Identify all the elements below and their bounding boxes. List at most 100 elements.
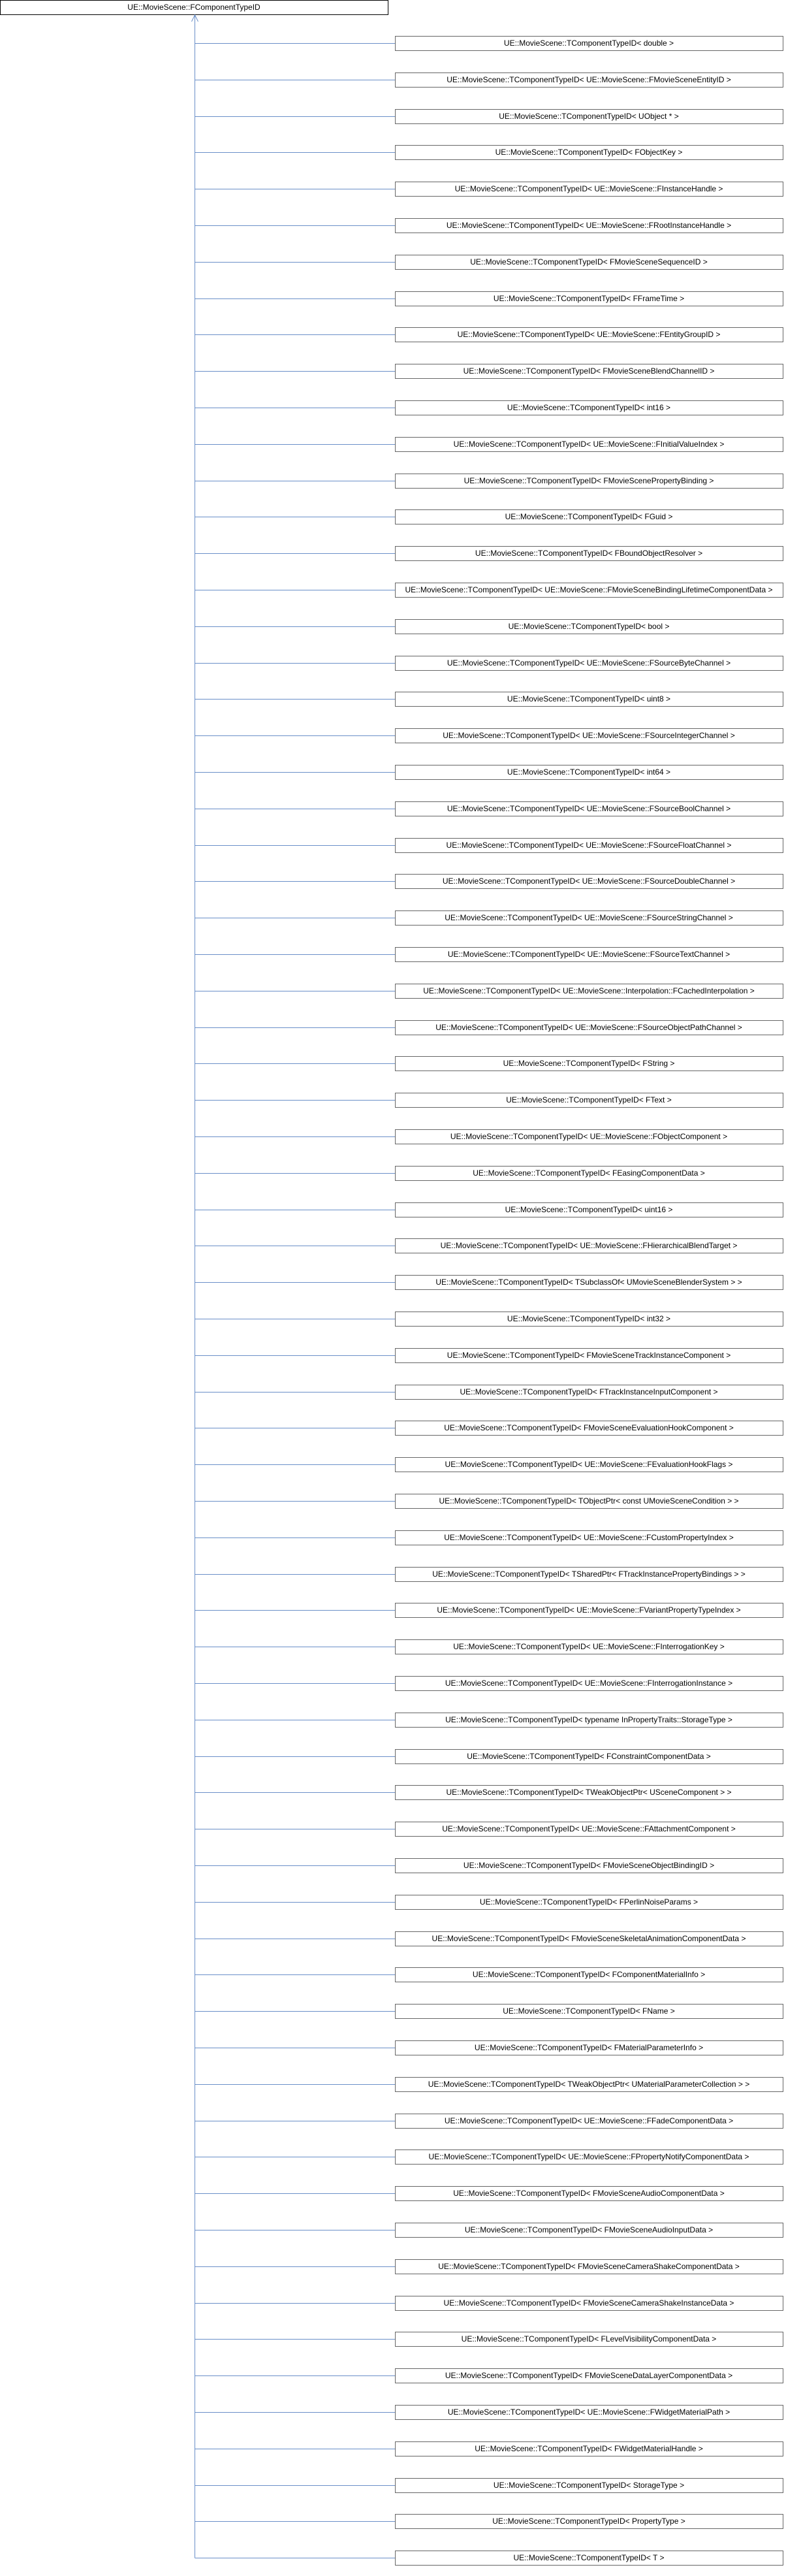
class-label[interactable]: UE::MovieScene::TComponentTypeID< UE::Mo… xyxy=(445,1460,733,1469)
class-box[interactable] xyxy=(395,327,783,342)
class-label[interactable]: UE::MovieScene::TComponentTypeID< Storag… xyxy=(494,2481,684,2490)
class-label[interactable]: UE::MovieScene::TComponentTypeID< FPerli… xyxy=(480,1897,698,1907)
class-box[interactable] xyxy=(395,728,783,743)
class-box[interactable] xyxy=(395,2368,783,2383)
class-box[interactable] xyxy=(395,1785,783,1800)
class-box[interactable] xyxy=(395,2149,783,2165)
class-label[interactable]: UE::MovieScene::TComponentTypeID< UE::Mo… xyxy=(455,184,723,193)
class-box[interactable] xyxy=(395,1385,783,1400)
class-label[interactable]: UE::MovieScene::TComponentTypeID< UE::Mo… xyxy=(443,877,735,886)
class-box[interactable] xyxy=(395,36,783,51)
class-label[interactable]: UE::MovieScene::TComponentTypeID< FTrack… xyxy=(460,1387,717,1396)
class-box[interactable] xyxy=(395,1166,783,1181)
class-label[interactable]: UE::MovieScene::TComponentTypeID< UE::Mo… xyxy=(447,75,731,84)
class-box[interactable] xyxy=(395,2040,783,2055)
class-label[interactable]: UE::MovieScene::TComponentTypeID< TWeakO… xyxy=(428,2080,749,2089)
class-label[interactable]: UE::MovieScene::TComponentTypeID< FMovie… xyxy=(447,1351,731,1360)
class-label[interactable]: UE::MovieScene::TComponentTypeID< UE::Mo… xyxy=(429,2152,749,2161)
class-label[interactable]: UE::MovieScene::TComponentTypeID< TSubcl… xyxy=(435,1278,742,1287)
class-box[interactable] xyxy=(395,437,783,452)
class-label[interactable]: UE::MovieScene::TComponentTypeID< UE::Mo… xyxy=(448,950,730,959)
class-box[interactable] xyxy=(395,1238,783,1253)
class-box[interactable] xyxy=(395,1457,783,1472)
class-box[interactable] xyxy=(395,72,783,88)
class-label[interactable]: UE::MovieScene::TComponentTypeID< FBound… xyxy=(475,549,702,558)
class-box[interactable] xyxy=(395,1639,783,1654)
class-box[interactable] xyxy=(395,109,783,124)
class-label[interactable]: UE::MovieScene::TComponentTypeID< UE::Mo… xyxy=(437,1605,740,1615)
class-box[interactable] xyxy=(395,619,783,634)
class-box[interactable] xyxy=(395,255,783,270)
class-label[interactable]: UE::MovieScene::TComponentTypeID< FMovie… xyxy=(453,2189,725,2198)
class-box[interactable] xyxy=(395,2259,783,2274)
class-box[interactable] xyxy=(395,2186,783,2201)
class-label[interactable]: UE::MovieScene::TComponentTypeID< FMovie… xyxy=(465,2225,713,2234)
class-box[interactable] xyxy=(395,1895,783,1910)
class-label[interactable]: UE::MovieScene::TComponentTypeID< FMovie… xyxy=(464,1861,714,1870)
class-label[interactable]: UE::MovieScene::TComponentTypeID< FMovie… xyxy=(444,1423,734,1432)
class-box[interactable] xyxy=(395,364,783,379)
class-box[interactable] xyxy=(395,838,783,853)
class-box[interactable] xyxy=(395,874,783,889)
class-label[interactable]: UE::MovieScene::TComponentTypeID< FGuid … xyxy=(505,512,673,521)
class-label[interactable]: UE::MovieScene::TComponentTypeID< FMater… xyxy=(475,2043,703,2052)
class-label[interactable]: UE::MovieScene::TComponentTypeID< FLevel… xyxy=(462,2334,717,2343)
class-label[interactable]: UE::MovieScene::TComponentTypeID< FMovie… xyxy=(470,257,708,266)
class-label[interactable]: UE::MovieScene::TComponentTypeID< int64 … xyxy=(507,767,670,777)
class-box[interactable] xyxy=(395,2296,783,2311)
class-label[interactable]: UE::MovieScene::TComponentTypeID< FMovie… xyxy=(432,1934,746,1943)
class-label[interactable]: UE::MovieScene::TComponentTypeID< FMovie… xyxy=(464,366,715,376)
class-box[interactable] xyxy=(395,1348,783,1363)
class-label[interactable]: UE::MovieScene::TComponentTypeID< UE::Mo… xyxy=(445,913,733,922)
class-box[interactable] xyxy=(395,1822,783,1837)
class-box[interactable] xyxy=(395,656,783,671)
class-label[interactable]: UE::MovieScene::TComponentTypeID< UE::Mo… xyxy=(405,585,773,594)
class-box[interactable] xyxy=(395,1494,783,1509)
class-box[interactable] xyxy=(395,1713,783,1728)
class-label[interactable]: UE::MovieScene::TComponentTypeID< typena… xyxy=(445,1715,732,1724)
class-label[interactable]: UE::MovieScene::TComponentTypeID< FText … xyxy=(506,1095,671,1104)
class-label[interactable]: UE::MovieScene::TComponentTypeID< TObjec… xyxy=(439,1496,738,1505)
class-label[interactable]: UE::MovieScene::TComponentTypeID< uint16… xyxy=(505,1205,673,1214)
class-box[interactable] xyxy=(395,910,783,926)
class-label[interactable]: UE::MovieScene::TComponentTypeID< UE::Mo… xyxy=(453,1642,725,1651)
class-label[interactable]: UE::MovieScene::TComponentTypeID< FMovie… xyxy=(464,476,714,485)
class-label[interactable]: UE::MovieScene::TComponentTypeID< FName … xyxy=(503,2006,674,2016)
class-box[interactable] xyxy=(395,474,783,489)
class-box[interactable] xyxy=(395,400,783,415)
class-label[interactable]: UE::MovieScene::TComponentTypeID< UE::Mo… xyxy=(448,2407,730,2417)
class-label[interactable]: UE::MovieScene::TComponentTypeID< UE::Mo… xyxy=(435,1023,742,1032)
class-box[interactable] xyxy=(395,2514,783,2529)
class-box[interactable] xyxy=(395,218,783,233)
class-box[interactable] xyxy=(395,1275,783,1290)
class-label[interactable]: UE::MovieScene::TComponentTypeID< FConst… xyxy=(467,1752,711,1761)
class-label[interactable]: UE::MovieScene::TComponentTypeID< UE::Mo… xyxy=(445,1679,732,1688)
class-label[interactable]: UE::MovieScene::TComponentTypeID< int32 … xyxy=(507,1314,670,1323)
class-box[interactable] xyxy=(395,546,783,561)
class-box[interactable] xyxy=(395,2077,783,2092)
class-label[interactable]: UE::MovieScene::TComponentTypeID< FEasin… xyxy=(473,1168,705,1178)
class-label[interactable]: UE::MovieScene::TComponentTypeID< UE::Mo… xyxy=(450,1132,727,1141)
class-box[interactable] xyxy=(395,145,783,160)
class-box[interactable] xyxy=(395,1202,783,1217)
class-label[interactable]: UE::MovieScene::TComponentTypeID< UE::Mo… xyxy=(423,986,755,995)
class-box[interactable] xyxy=(395,1056,783,1071)
class-box[interactable] xyxy=(395,2441,783,2456)
class-box[interactable] xyxy=(395,2551,783,2566)
class-box[interactable] xyxy=(395,2114,783,2129)
class-label[interactable]: UE::MovieScene::TComponentTypeID< UE::Mo… xyxy=(447,658,731,668)
class-box[interactable] xyxy=(395,984,783,999)
class-label[interactable]: UE::MovieScene::TComponentTypeID< UE::Mo… xyxy=(443,731,735,740)
class-box[interactable] xyxy=(395,1931,783,1946)
class-box[interactable] xyxy=(395,1093,783,1108)
class-label[interactable]: UE::MovieScene::TComponentTypeID< FMovie… xyxy=(438,2262,740,2271)
class-box[interactable] xyxy=(395,1967,783,1982)
class-label[interactable]: UE::MovieScene::TComponentTypeID< UE::Mo… xyxy=(458,330,721,339)
class-label[interactable]: UE::MovieScene::TComponentTypeID< bool > xyxy=(509,622,670,631)
class-label[interactable]: UE::MovieScene::TComponentTypeID< Proper… xyxy=(492,2517,685,2526)
class-box[interactable] xyxy=(395,1749,783,1764)
class-label[interactable]: UE::MovieScene::TComponentTypeID< UE::Mo… xyxy=(447,841,732,850)
class-label[interactable]: UE::MovieScene::TComponentTypeID< TShare… xyxy=(432,1570,746,1579)
class-label[interactable]: UE::MovieScene::TComponentTypeID< FStrin… xyxy=(503,1059,675,1068)
class-box[interactable] xyxy=(395,1020,783,1035)
